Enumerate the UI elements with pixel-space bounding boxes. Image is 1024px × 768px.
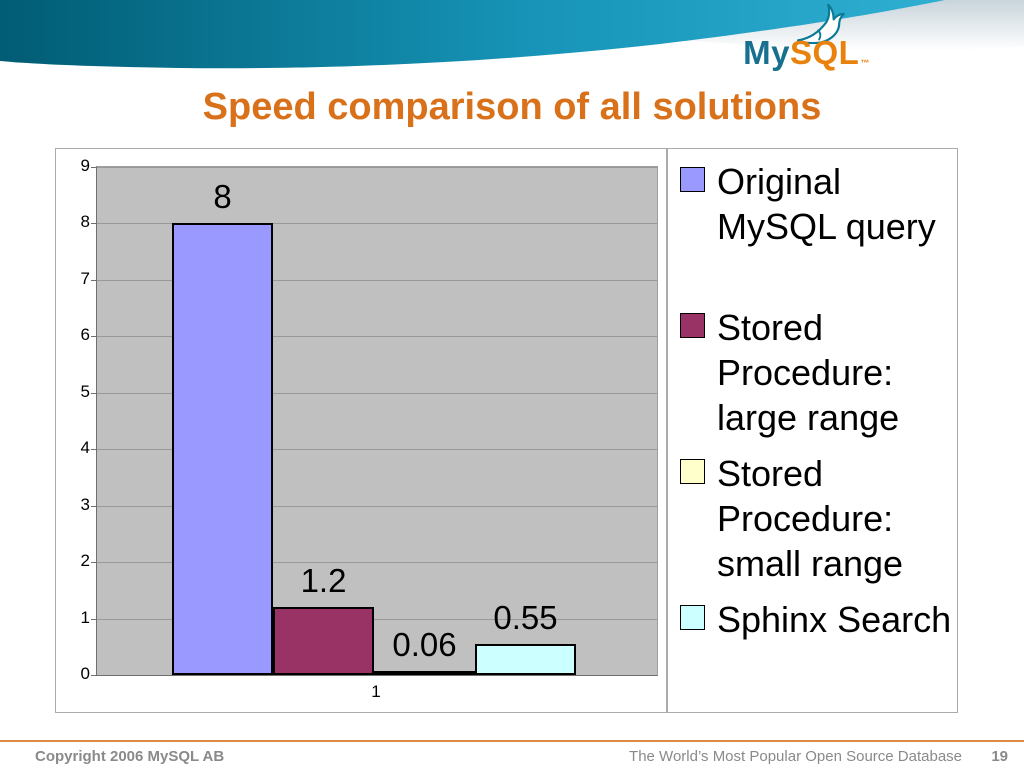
- gridline: [97, 223, 657, 225]
- bar-0.06: [374, 671, 475, 675]
- y-tick-mark: [91, 449, 97, 451]
- bar-value-label: 8: [213, 178, 232, 216]
- bar-value-label: 0.06: [392, 626, 457, 663]
- y-axis-tick-label: 1: [80, 607, 90, 627]
- legend-swatch: [680, 167, 705, 192]
- footer-rule: [0, 740, 1024, 742]
- gridline: [97, 167, 657, 168]
- legend-item: Stored Procedure: small range: [680, 451, 957, 586]
- bar-8: [172, 223, 273, 675]
- header-teal-wave: [0, 0, 945, 69]
- y-tick-mark: [91, 505, 97, 507]
- dolphin-icon: [796, 3, 845, 44]
- legend-item: Sphinx Search: [680, 597, 957, 642]
- y-tick-mark: [91, 618, 97, 620]
- footer-tagline: The World’s Most Popular Open Source Dat…: [629, 748, 962, 765]
- slide-title: Speed comparison of all solutions: [202, 86, 822, 128]
- gridline: [97, 336, 657, 338]
- y-axis-tick-label: 0: [80, 664, 90, 683]
- footer-copyright: Copyright 2006 MySQL AB: [35, 748, 225, 765]
- logo-my: My: [743, 34, 790, 71]
- mysql-wordmark: MySQL™: [716, 34, 896, 72]
- bar-0.55: [475, 643, 576, 675]
- gridline: [97, 562, 657, 564]
- y-tick-mark: [91, 675, 97, 676]
- mysql-logo: MySQL™: [716, 0, 896, 72]
- footer-page-number: 19: [991, 748, 1008, 765]
- bar-1.2: [273, 607, 374, 675]
- y-axis-tick-label: 5: [80, 381, 90, 401]
- y-tick-mark: [91, 223, 97, 225]
- y-tick-mark: [91, 336, 97, 338]
- y-axis-tick-label: 7: [80, 268, 90, 288]
- y-tick-mark: [91, 279, 97, 281]
- y-tick-mark: [91, 562, 97, 564]
- gridline: [97, 392, 657, 394]
- bar-value-label: 0.55: [493, 598, 558, 636]
- y-axis-tick-label: 8: [80, 212, 90, 232]
- bar-value-label: 1.2: [300, 562, 347, 600]
- plot-area: 8 1.2 0.06 0.55: [91, 166, 658, 676]
- speed-comparison-chart: 8 1.2 0.06 0.55 1 0 1 2 3 4 5 6 7 8 9 Original MySQL…: [55, 148, 958, 713]
- legend-label: Original MySQL query: [717, 161, 936, 247]
- y-axis-tick-label: 3: [80, 494, 90, 514]
- gridline: [97, 279, 657, 281]
- logo-sql: SQL: [790, 34, 860, 71]
- legend-label: Stored Procedure: small range: [717, 453, 904, 584]
- legend-swatch: [680, 605, 705, 630]
- x-axis-tick-label: 1: [371, 682, 381, 701]
- chart-plot-box: 8 1.2 0.06 0.55 1 0 1 2 3 4 5 6 7 8 9: [55, 148, 667, 713]
- gridline: [97, 505, 657, 507]
- gridline: [97, 618, 657, 620]
- legend-item: Stored Procedure: large range: [680, 305, 957, 440]
- header-wave: [0, 0, 1024, 90]
- y-axis-tick-label: 9: [80, 156, 90, 175]
- y-tick-mark: [91, 167, 97, 168]
- y-axis-tick-label: 2: [80, 551, 90, 571]
- trademark-symbol: ™: [860, 58, 870, 68]
- legend-item: Original MySQL query: [680, 159, 957, 249]
- legend-label: Sphinx Search: [717, 599, 952, 640]
- chart-legend: Original MySQL query Stored Procedure: la…: [667, 148, 958, 713]
- y-axis-tick-label: 6: [80, 325, 90, 345]
- gridline: [97, 449, 657, 451]
- legend-swatch: [680, 459, 705, 484]
- y-axis-tick-label: 4: [80, 438, 90, 458]
- legend-swatch: [680, 313, 705, 338]
- y-tick-mark: [91, 392, 97, 394]
- legend-label: Stored Procedure: large range: [717, 307, 900, 438]
